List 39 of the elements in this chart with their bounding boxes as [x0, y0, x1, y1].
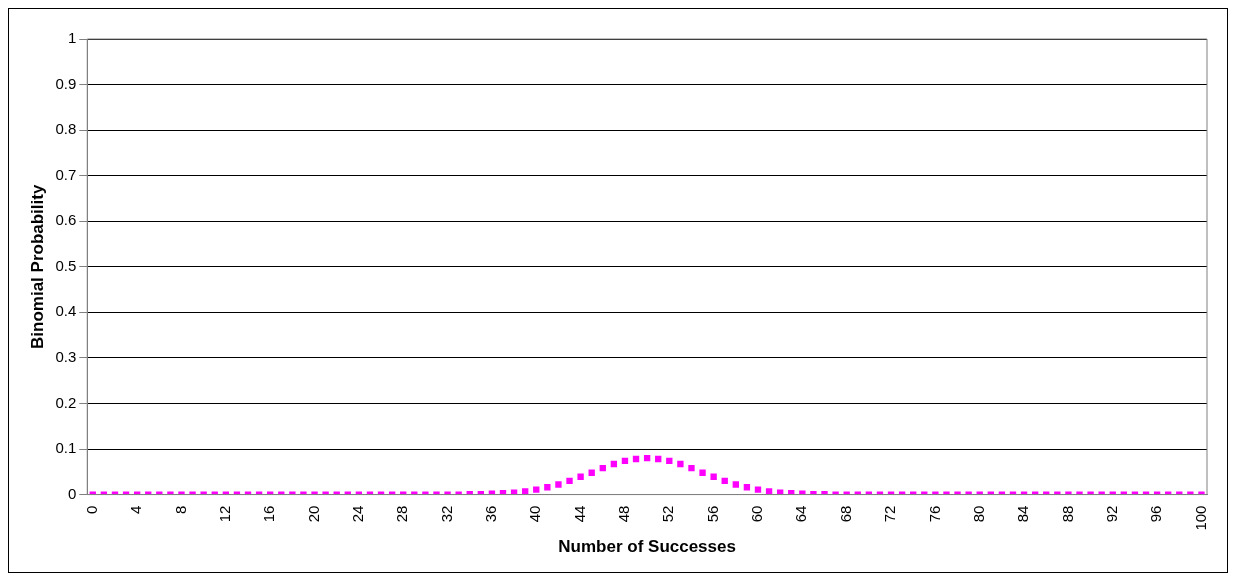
x-tick-label: 64: [792, 505, 810, 523]
x-tick-label: 80: [969, 505, 987, 523]
x-tick-label: 36: [482, 505, 500, 523]
x-tick-label: 60: [748, 505, 766, 523]
x-tick-label: 4: [127, 505, 145, 514]
x-tick-label: 24: [349, 505, 367, 523]
x-tick-label: 68: [836, 505, 854, 523]
y-tick-label: 0.4: [55, 302, 77, 320]
x-tick-label: 48: [615, 505, 633, 523]
x-tick-label: 40: [526, 505, 544, 523]
y-tick-label: 1: [67, 29, 77, 47]
y-tick-label: 0: [67, 484, 77, 502]
y-tick-label: 0.6: [55, 211, 77, 229]
x-tick-label: 92: [1102, 505, 1120, 523]
x-axis-title: Number of Successes: [558, 537, 736, 557]
x-tick-label: 76: [925, 505, 943, 523]
x-tick-label: 100: [1191, 505, 1209, 531]
x-tick-label: 52: [659, 505, 677, 523]
x-tick-label: 28: [393, 505, 411, 523]
y-tick-label: 0.2: [55, 393, 77, 411]
x-tick-label: 88: [1058, 505, 1076, 523]
y-tick-label: 0.8: [55, 120, 77, 138]
x-tick-label: 32: [437, 505, 455, 523]
y-tick-label: 0.7: [55, 165, 77, 183]
y-tick-label: 0.5: [55, 256, 77, 274]
x-tick-label: 84: [1014, 505, 1032, 523]
x-tick-label: 44: [570, 505, 588, 523]
y-tick-label: 0.1: [55, 439, 77, 457]
x-tick-label: 72: [881, 505, 899, 523]
x-tick-label: 8: [171, 505, 189, 514]
x-tick-label: 0: [82, 505, 100, 514]
y-axis-title: Binomial Probability: [27, 184, 47, 349]
y-tick-label: 0.3: [55, 348, 77, 366]
y-tick-label: 0.9: [55, 74, 77, 92]
x-tick-label: 56: [703, 505, 721, 523]
x-tick-label: 16: [260, 505, 278, 523]
x-tick-label: 20: [304, 505, 322, 523]
x-tick-label: 12: [215, 505, 233, 523]
x-tick-label: 96: [1147, 505, 1165, 523]
